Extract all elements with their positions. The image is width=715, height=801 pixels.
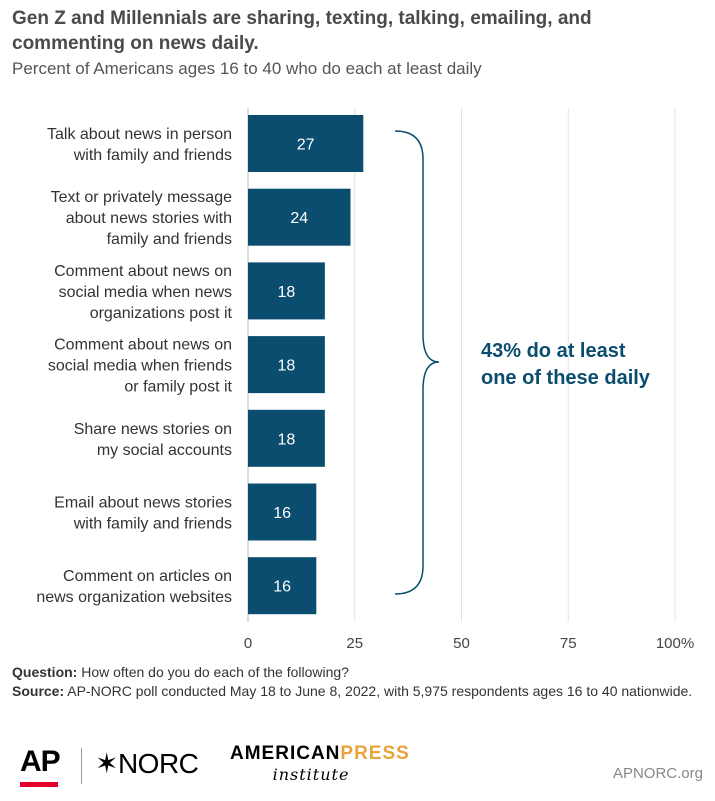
annotation-text: 43% do at least one of these daily [481, 340, 651, 389]
bar-value-label: 27 [297, 137, 315, 154]
source-label: Source: [12, 683, 65, 699]
bar [248, 262, 325, 320]
api-logo-institute: institute [272, 765, 350, 784]
site-link[interactable]: APNORC.org [612, 765, 703, 782]
bar-value-label: 18 [278, 358, 296, 375]
category-label: Comment about news on social media when n… [54, 263, 232, 322]
ap-logo: AP [20, 745, 61, 778]
bar-value-label: 18 [278, 284, 296, 301]
bar-value-label: 18 [278, 431, 296, 448]
bar [248, 483, 317, 541]
category-label: Talk about news in person with family and… [47, 126, 232, 164]
question-label: Question: [12, 664, 78, 680]
category-label: Comment about news on social media when f… [48, 337, 233, 396]
bar-value-label: 16 [273, 579, 291, 596]
category-label: Text or privately message about news stor… [51, 189, 233, 248]
footer-source: Source: AP-NORC poll conducted May 18 to… [12, 682, 702, 701]
category-label: Comment on articles on news organization … [36, 568, 232, 606]
x-tick-label: 75 [560, 635, 577, 652]
api-logo-american: AMERICAN [230, 743, 341, 764]
bar [248, 557, 317, 615]
x-tick-label: 25 [346, 635, 363, 652]
source-text: AP-NORC poll conducted May 18 to June 8,… [64, 683, 693, 699]
x-tick-label: 0 [244, 635, 252, 652]
x-tick-label: 50 [453, 635, 470, 652]
american-press-institute-logo: AMERICANPRESS institute [230, 743, 409, 784]
bar [248, 409, 325, 467]
question-text: How often do you do each of the followin… [77, 664, 349, 680]
bar-value-label: 24 [290, 210, 308, 227]
bar [248, 115, 364, 172]
norc-logo: ✶NORC [95, 748, 199, 779]
bar [248, 336, 325, 394]
logo-divider [81, 748, 82, 784]
annotation-bracket [394, 130, 440, 595]
category-label: Share news stories on my social accounts [74, 421, 232, 459]
api-logo-press: PRESS [340, 743, 410, 764]
x-tick-label: 100% [656, 635, 694, 652]
bar-chart: 0 25 50 75 100% 27 Talk about news in person wi… [36, 108, 694, 652]
footer-question: Question: How often do you do each of th… [12, 663, 349, 682]
chart-title: Gen Z and Millennials are sharing, texti… [12, 8, 592, 54]
bar-value-label: 16 [273, 505, 291, 522]
chart-subtitle: Percent of Americans ages 16 to 40 who d… [12, 59, 482, 78]
bar [248, 188, 351, 246]
category-label: Email about news stories with family and … [54, 495, 232, 533]
ap-logo-bar [20, 782, 58, 787]
